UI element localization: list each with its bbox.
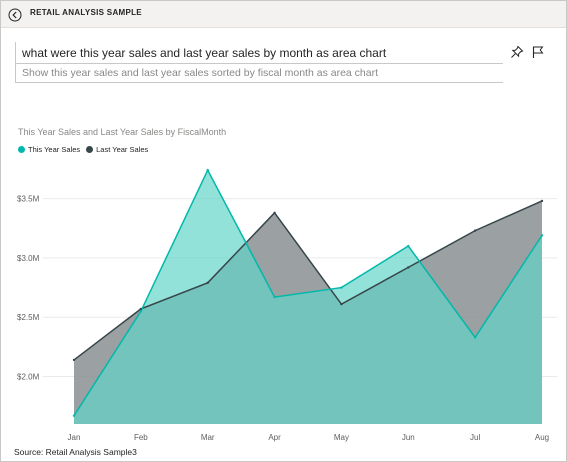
legend-item-last-year[interactable]: Last Year Sales (86, 145, 148, 154)
question-input[interactable] (16, 42, 503, 64)
divider (16, 82, 503, 83)
point-last-year-sales (273, 211, 276, 215)
point-last-year-sales (139, 307, 143, 311)
y-tick-label: $3.0M (17, 254, 40, 263)
x-tick-label: Aug (535, 433, 549, 442)
area-this-year-sales (74, 170, 542, 424)
point-last-year-sales (540, 199, 544, 203)
x-tick-label: Apr (268, 433, 281, 442)
point-this-year-sales (473, 336, 477, 339)
line-this-year-sales (73, 168, 543, 417)
x-tick-label: May (334, 433, 349, 442)
legend-label-this-year: This Year Sales (28, 144, 81, 154)
point-this-year-sales (206, 168, 209, 172)
chart-legend: This Year Sales Last Year Sales (18, 143, 154, 155)
x-tick-label: Mar (201, 433, 215, 442)
legend-marker-last-year (86, 145, 94, 153)
point-last-year-sales (72, 358, 76, 362)
flag-icon[interactable] (531, 45, 545, 59)
point-this-year-sales (139, 310, 143, 313)
legend-label-last-year: Last Year Sales (96, 144, 149, 154)
pin-icon[interactable] (510, 45, 524, 59)
point-last-year-sales (473, 229, 477, 232)
point-this-year-sales (273, 295, 276, 299)
y-tick-label: $3.5M (17, 195, 40, 204)
header-bar: RETAIL ANALYSIS SAMPLE (1, 1, 566, 28)
x-tick-label: Jan (68, 433, 81, 442)
back-arrow-icon[interactable] (8, 8, 22, 22)
question-restatement: Show this year sales and last year sales… (22, 67, 379, 79)
y-tick-label: $2.0M (17, 373, 40, 382)
point-last-year-sales (206, 281, 209, 285)
qa-box: Show this year sales and last year sales… (15, 42, 503, 83)
point-this-year-sales (407, 244, 410, 248)
line-last-year-sales (73, 200, 543, 361)
y-tick-label: $2.5M (17, 313, 40, 322)
legend-item-this-year[interactable]: This Year Sales (18, 145, 80, 154)
source-footnote: Source: Retail Analysis Sample3 (14, 447, 137, 457)
x-tick-label: Jun (402, 433, 415, 442)
x-tick-label: Jul (470, 433, 480, 442)
chart-title: This Year Sales and Last Year Sales by F… (18, 127, 227, 137)
point-this-year-sales (540, 234, 544, 237)
area-chart[interactable]: $2.0M $2.5M $3.0M $3.5M Jan Feb Mar Apr May Jun Ju… (1, 161, 566, 445)
point-this-year-sales (72, 414, 76, 417)
x-tick-label: Feb (134, 433, 148, 442)
point-last-year-sales (340, 302, 343, 306)
page-title: RETAIL ANALYSIS SAMPLE (30, 8, 142, 17)
point-last-year-sales (407, 266, 410, 269)
legend-marker-this-year (18, 145, 25, 153)
point-this-year-sales (340, 286, 343, 289)
